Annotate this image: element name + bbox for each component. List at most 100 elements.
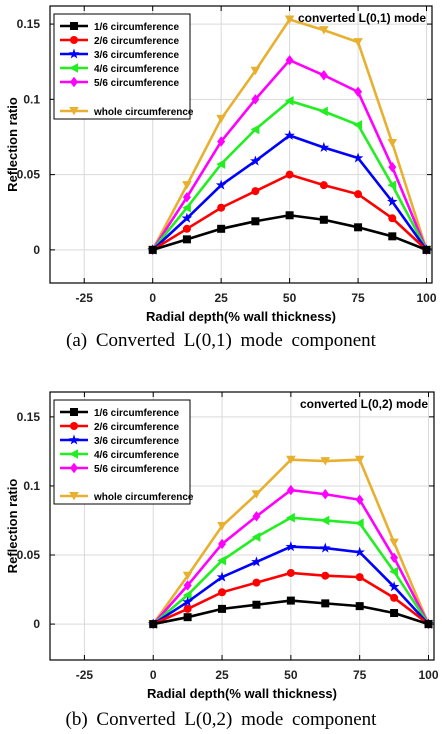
circle-marker (70, 422, 78, 430)
legend-label: 3/6 circumference (94, 50, 179, 61)
star-marker (386, 196, 398, 207)
chart-title: converted L(0,2) mode (300, 397, 428, 411)
triangle-left-marker (389, 566, 399, 577)
legend-item: 2/6 circumference (60, 36, 179, 47)
legend-label: whole circumference (93, 492, 194, 503)
y-tick-label: 0.05 (17, 548, 41, 562)
star-marker (284, 129, 295, 140)
circle-marker (354, 190, 363, 199)
square-marker (422, 245, 431, 254)
x-tick-label: 0 (149, 291, 156, 305)
y-tick-label: 0.05 (17, 168, 41, 182)
triangle-left-marker (320, 515, 330, 526)
plot-frame (49, 5, 433, 284)
square-marker (182, 235, 191, 244)
triangle-left-marker (353, 120, 363, 130)
square-marker (70, 408, 78, 416)
triangle-left-marker (286, 512, 295, 523)
x-tick-label: 50 (284, 668, 298, 682)
diamond-marker (70, 462, 78, 474)
legend-item: 5/6 circumference (60, 462, 179, 475)
triangle-down-marker (69, 107, 79, 116)
y-tick-label: 0 (33, 243, 40, 257)
circle-marker (70, 36, 78, 44)
square-marker (319, 215, 328, 224)
square-marker (286, 596, 295, 605)
circle-marker (183, 604, 192, 613)
square-marker (388, 232, 397, 241)
legend-item: 3/6 circumference (60, 434, 179, 447)
circle-marker (285, 170, 294, 179)
square-marker (148, 245, 157, 254)
chart-a: -25 0 25 50 75 100 0 0.05 0.1 0.15 Radial depth(% … (5, 5, 437, 324)
square-marker (321, 599, 330, 608)
triangle-left-marker (182, 202, 191, 213)
triangle-down-marker (286, 455, 296, 465)
star-marker (388, 581, 400, 592)
diamond-marker (251, 94, 260, 105)
diamond-marker (70, 76, 78, 88)
square-marker (354, 223, 363, 232)
legend-label: 5/6 circumference (94, 78, 179, 89)
triangle-down-marker (319, 26, 329, 35)
triangle-left-marker (217, 555, 227, 566)
star-marker (318, 141, 330, 153)
legend-item: 1/6 circumference (60, 408, 179, 419)
y-tick-label: 0.1 (23, 92, 40, 106)
square-marker (183, 613, 192, 622)
star-marker (251, 556, 262, 567)
legend-label: 3/6 circumference (94, 436, 179, 447)
diamond-marker (388, 161, 397, 173)
legend-item: whole circumference (60, 492, 194, 503)
square-marker (390, 609, 399, 618)
star-marker (250, 155, 261, 166)
triangle-left-marker (182, 590, 192, 600)
x-tick-label: 0 (150, 668, 157, 682)
triangle-down-marker (251, 490, 262, 499)
square-marker (424, 620, 433, 629)
series-1 (149, 596, 433, 629)
circle-marker (217, 203, 226, 212)
legend: 1/6 circumference 2/6 circumference 3/6 ci… (53, 399, 194, 505)
legend-label: 4/6 circumference (94, 450, 179, 461)
triangle-left-marker (354, 518, 364, 529)
y-axis-label: Reflection ratio (5, 479, 20, 574)
circle-marker (218, 588, 227, 597)
x-tick-label: -25 (76, 291, 94, 305)
triangle-left-marker (319, 106, 328, 117)
triangle-down-marker (387, 138, 398, 148)
plot-frame (49, 391, 435, 661)
legend-label: 2/6 circumference (94, 422, 179, 433)
legend-label: 4/6 circumference (94, 64, 179, 75)
diamond-marker (217, 136, 226, 147)
circle-marker (355, 573, 364, 582)
diamond-marker (390, 552, 399, 563)
square-marker (251, 217, 260, 226)
square-marker (218, 604, 227, 613)
triangle-left-marker (69, 63, 78, 73)
triangle-left-marker (284, 96, 294, 106)
y-tick-label: 0.15 (17, 410, 41, 424)
series-1 (148, 211, 431, 254)
diamond-marker (354, 86, 363, 98)
circle-marker (286, 568, 295, 577)
legend-item: whole circumference (60, 107, 194, 118)
caption-a: (a) Converted L(0,1) mode component (66, 330, 376, 351)
triangle-down-marker (182, 181, 192, 190)
triangle-down-marker (217, 522, 227, 531)
legend-item: 3/6 circumference (60, 48, 179, 61)
triangle-down-marker (182, 571, 193, 581)
x-axis-label: Radial depth(% wall thickness) (147, 686, 337, 701)
diamond-marker (321, 489, 330, 500)
diamond-marker (355, 494, 364, 505)
star-marker (68, 48, 80, 59)
triangle-left-marker (387, 180, 397, 190)
x-axis-label: Radial depth(% wall thickness) (146, 309, 336, 324)
x-tick-label: 100 (418, 668, 438, 682)
diamond-marker (286, 484, 295, 496)
y-tick-label: 0 (33, 617, 40, 631)
square-marker (355, 602, 364, 611)
legend-item: 4/6 circumference (60, 63, 179, 75)
legend-item: 4/6 circumference (60, 449, 179, 461)
series-5 (148, 54, 431, 256)
